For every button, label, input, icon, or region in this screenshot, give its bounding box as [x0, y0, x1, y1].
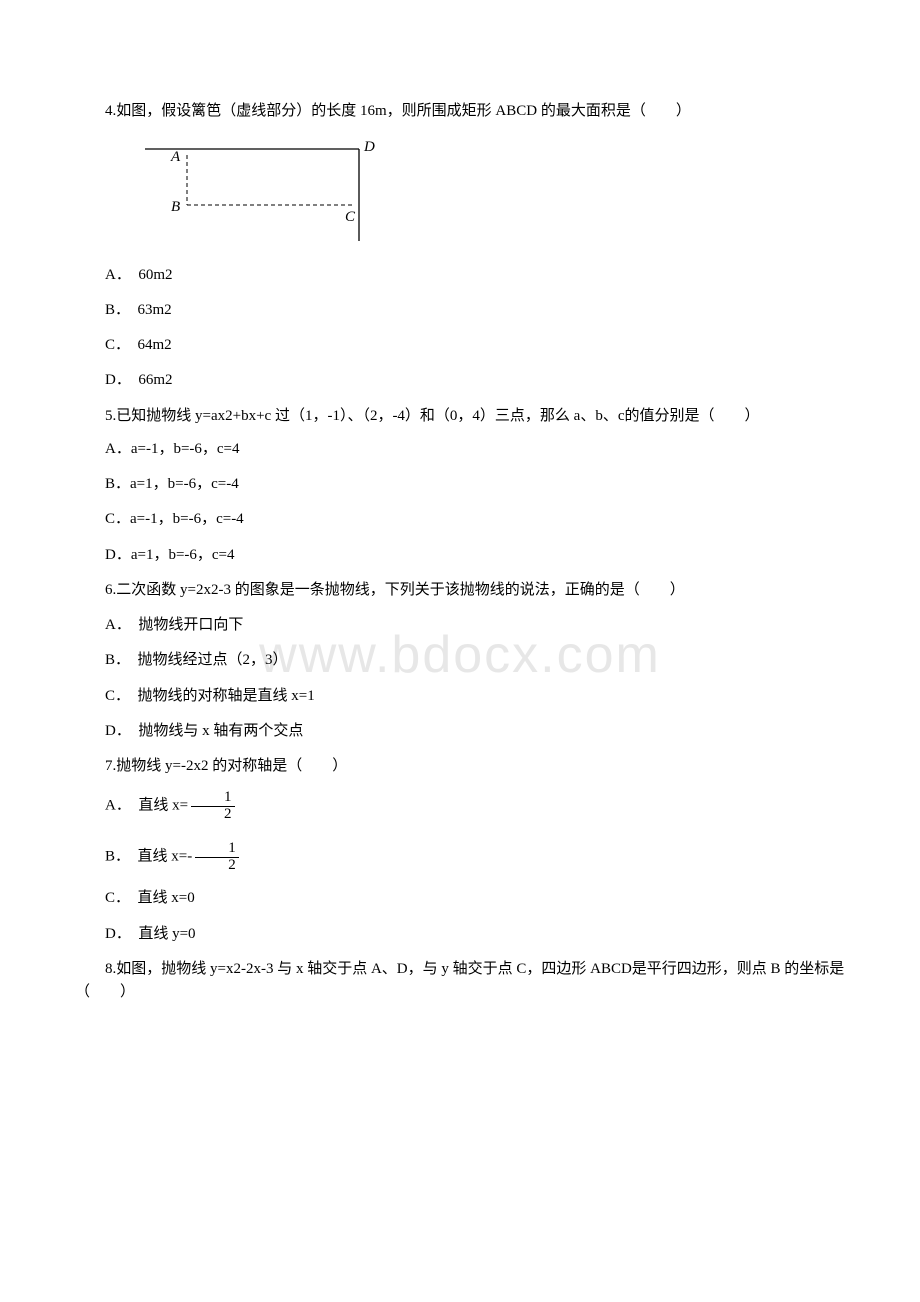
q5-opt-b: B．a=1，b=-6，c=-4: [75, 473, 845, 496]
frac-den: 2: [195, 858, 239, 874]
fig-label-b: B: [171, 199, 180, 215]
fraction-icon: 12: [191, 790, 235, 823]
q6-opt-a: A． 抛物线开口向下: [75, 614, 845, 637]
q6-opt-b: B． 抛物线经过点（2，3）: [75, 649, 845, 672]
q7-opt-a: A． 直线 x= 12: [75, 790, 845, 823]
frac-num: 1: [191, 790, 235, 807]
fig-label-c: C: [345, 209, 356, 225]
fig-label-a: A: [170, 149, 181, 165]
fig-label-d: D: [363, 139, 375, 155]
q6-stem: 6.二次函数 y=2x2-3 的图象是一条抛物线，下列关于该抛物线的说法，正确的…: [75, 579, 845, 602]
q4-opt-c: C． 64m2: [75, 334, 845, 357]
q5-opt-a: A．a=-1，b=-6，c=4: [75, 438, 845, 461]
page-content: 4.如图，假设篱笆（虚线部分）的长度 16m，则所围成矩形 ABCD 的最大面积…: [75, 100, 845, 1004]
q7-opt-b: B． 直线 x=- 12: [75, 841, 845, 874]
q7-stem: 7.抛物线 y=-2x2 的对称轴是（ ）: [75, 755, 845, 778]
q5-stem: 5.已知抛物线 y=ax2+bx+c 过（1，-1）、（2，-4）和（0，4）三…: [75, 405, 845, 428]
q4-figure: A B C D: [135, 135, 845, 251]
q5-opt-c: C．a=-1，b=-6，c=-4: [75, 508, 845, 531]
q6-opt-c: C． 抛物线的对称轴是直线 x=1: [75, 685, 845, 708]
q7-opt-d: D． 直线 y=0: [75, 923, 845, 946]
q4-opt-b: B． 63m2: [75, 299, 845, 322]
q4-opt-a: A． 60m2: [75, 264, 845, 287]
q5-opt-d: D．a=1，b=-6，c=4: [75, 544, 845, 567]
q7-opt-c: C． 直线 x=0: [75, 887, 845, 910]
q4-stem: 4.如图，假设篱笆（虚线部分）的长度 16m，则所围成矩形 ABCD 的最大面积…: [75, 100, 845, 123]
fraction-icon: 12: [195, 841, 239, 874]
frac-den: 2: [191, 807, 235, 823]
q8-stem: 8.如图，抛物线 y=x2-2x-3 与 x 轴交于点 A、D，与 y 轴交于点…: [75, 958, 845, 1005]
q4-figure-svg: A B C D: [135, 135, 380, 243]
q4-opt-d: D． 66m2: [75, 369, 845, 392]
q7-opt-a-pre: A． 直线 x=: [105, 798, 191, 814]
frac-num: 1: [195, 841, 239, 858]
q6-opt-d: D． 抛物线与 x 轴有两个交点: [75, 720, 845, 743]
q7-opt-b-pre: B． 直线 x=-: [105, 848, 195, 864]
